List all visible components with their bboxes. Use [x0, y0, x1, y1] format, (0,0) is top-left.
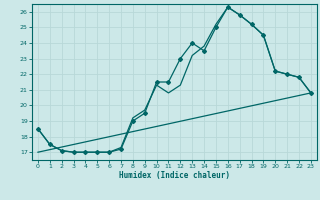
X-axis label: Humidex (Indice chaleur): Humidex (Indice chaleur)	[119, 171, 230, 180]
